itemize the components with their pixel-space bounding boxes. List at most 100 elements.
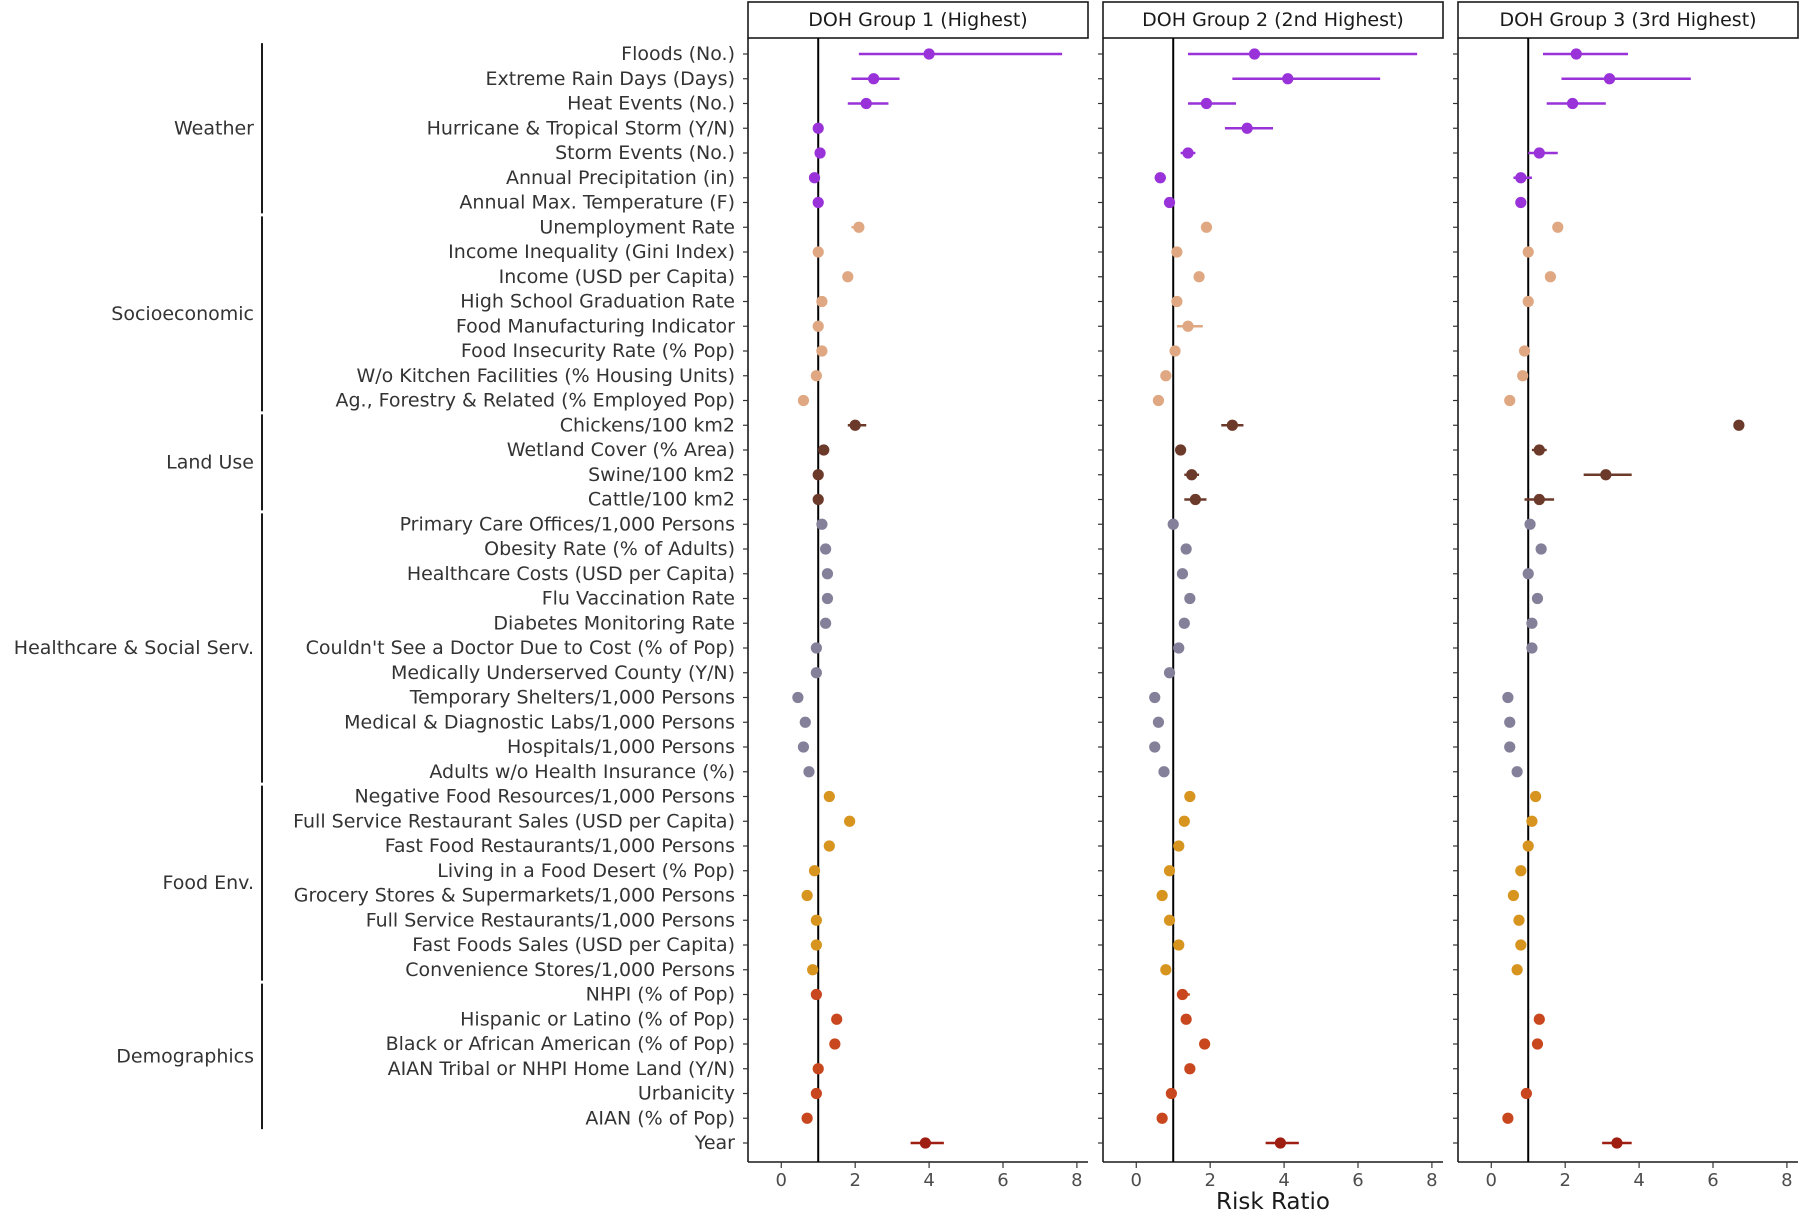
point-estimate [816,345,828,357]
point-estimate [1526,642,1538,654]
variable-label: Storm Events (No.) [555,142,735,164]
variable-label: Floods (No.) [621,43,735,65]
point-estimate [1511,766,1523,778]
point-estimate [814,147,826,159]
point-estimate [1533,444,1545,456]
variable-label: Unemployment Rate [539,216,735,238]
variable-label: W/o Kitchen Facilities (% Housing Units) [356,365,735,387]
point-estimate [1535,543,1547,555]
variable-label: Full Service Restaurants/1,000 Persons [366,909,735,931]
point-estimate [1167,518,1179,530]
point-estimate [1184,1063,1196,1075]
point-estimate [1282,73,1294,85]
point-estimate [1526,815,1538,827]
point-estimate [1180,1013,1192,1025]
point-estimate [812,493,824,506]
point-estimate [1149,691,1161,704]
point-estimate [849,419,861,431]
group-label: Land Use [166,451,254,473]
variable-label: Temporary Shelters/1,000 Persons [409,687,735,709]
point-estimate [1165,1087,1177,1100]
point-estimate [1184,790,1196,803]
point-estimate [1178,815,1190,827]
x-tick-label: 2 [1559,1170,1570,1191]
facet-title: DOH Group 1 (Highest) [808,9,1027,31]
facet-strip [1102,1,1444,39]
point-estimate [810,667,822,679]
variable-label: Full Service Restaurant Sales (USD per C… [293,810,735,832]
variable-label: High School Graduation Rate [460,291,735,313]
variable-label: Heat Events (No.) [567,93,735,115]
variable-label: Cattle/100 km2 [588,489,735,511]
point-estimate [1158,766,1170,778]
variable-label: Wetland Cover (% Area) [507,439,735,461]
point-estimate [810,1087,822,1100]
x-tick-label: 0 [1131,1170,1142,1191]
variable-label: Diabetes Monitoring Rate [493,612,735,634]
variable-label: AIAN (% of Pop) [585,1107,735,1129]
point-estimate [808,172,821,184]
point-estimate [829,1038,841,1050]
facet-panel: DOH Group 2 (2nd Highest) 0 2 4 6 8 [1098,1,1444,1191]
point-estimate [1515,865,1527,877]
point-estimate [868,73,880,85]
point-estimate [844,815,856,827]
point-estimate [812,320,824,332]
point-estimate [1173,939,1185,951]
point-estimate [1171,246,1183,258]
variable-label: Year [694,1132,735,1154]
variable-label: Food Manufacturing Indicator [456,315,735,337]
variable-label: Negative Food Resources/1,000 Persons [354,786,735,808]
point-estimate [1178,617,1190,629]
point-estimate [797,741,810,753]
point-estimate [1171,295,1183,308]
variable-label: Couldn't See a Doctor Due to Cost (% of … [306,637,735,659]
variable-label: Annual Precipitation (in) [506,167,735,189]
variable-label: Chickens/100 km2 [560,414,735,436]
variable-label: Convenience Stores/1,000 Persons [405,959,735,981]
variable-label: Ag., Forestry & Related (% Employed Pop) [335,390,735,412]
variable-label: Grocery Stores & Supermarkets/1,000 Pers… [294,885,735,907]
point-estimate [799,716,811,728]
variable-label: Income (USD per Capita) [499,266,735,288]
group-label: Weather [174,117,254,139]
point-estimate [816,295,828,308]
point-estimate [1156,889,1168,902]
variable-label: NHPI (% of Pop) [586,984,735,1006]
point-estimate [1180,543,1192,555]
point-estimate [1248,48,1261,60]
point-estimate [807,964,819,976]
point-estimate [1524,518,1536,530]
point-estimate [1200,221,1213,233]
x-tick-label: 2 [849,1170,860,1191]
point-estimate [1515,172,1527,184]
point-estimate [1530,790,1542,803]
point-estimate [821,568,834,580]
point-estimate [1169,345,1181,357]
facet-panel: DOH Group 1 (Highest) 0 2 4 6 8 [743,1,1089,1191]
point-estimate [1533,1013,1545,1025]
point-estimate [810,914,822,926]
point-estimate [1163,667,1176,679]
variable-label: Medical & Diagnostic Labs/1,000 Persons [344,711,735,733]
point-estimate [1274,1137,1286,1149]
point-estimate [1603,73,1616,85]
point-estimate [1502,1112,1514,1124]
point-estimate [1518,345,1531,357]
x-tick-label: 8 [1781,1170,1792,1191]
point-estimate [1515,196,1527,209]
facet-title: DOH Group 2 (2nd Highest) [1142,9,1404,31]
point-estimate [831,1013,843,1025]
point-estimate [823,840,835,852]
point-estimate [1533,147,1545,159]
point-estimate [1149,741,1161,753]
x-tick-label: 0 [776,1170,787,1191]
x-tick-label: 2 [1204,1170,1215,1191]
group-label: Food Env. [163,872,254,894]
facet-panel: DOH Group 3 (3rd Highest) 0 2 4 6 8 [1453,1,1799,1191]
point-estimate [1600,469,1612,481]
point-estimate [1504,394,1516,407]
variable-label: Medically Underserved County (Y/N) [391,662,735,684]
point-estimate [820,617,832,629]
x-tick-label: 6 [1707,1170,1718,1191]
